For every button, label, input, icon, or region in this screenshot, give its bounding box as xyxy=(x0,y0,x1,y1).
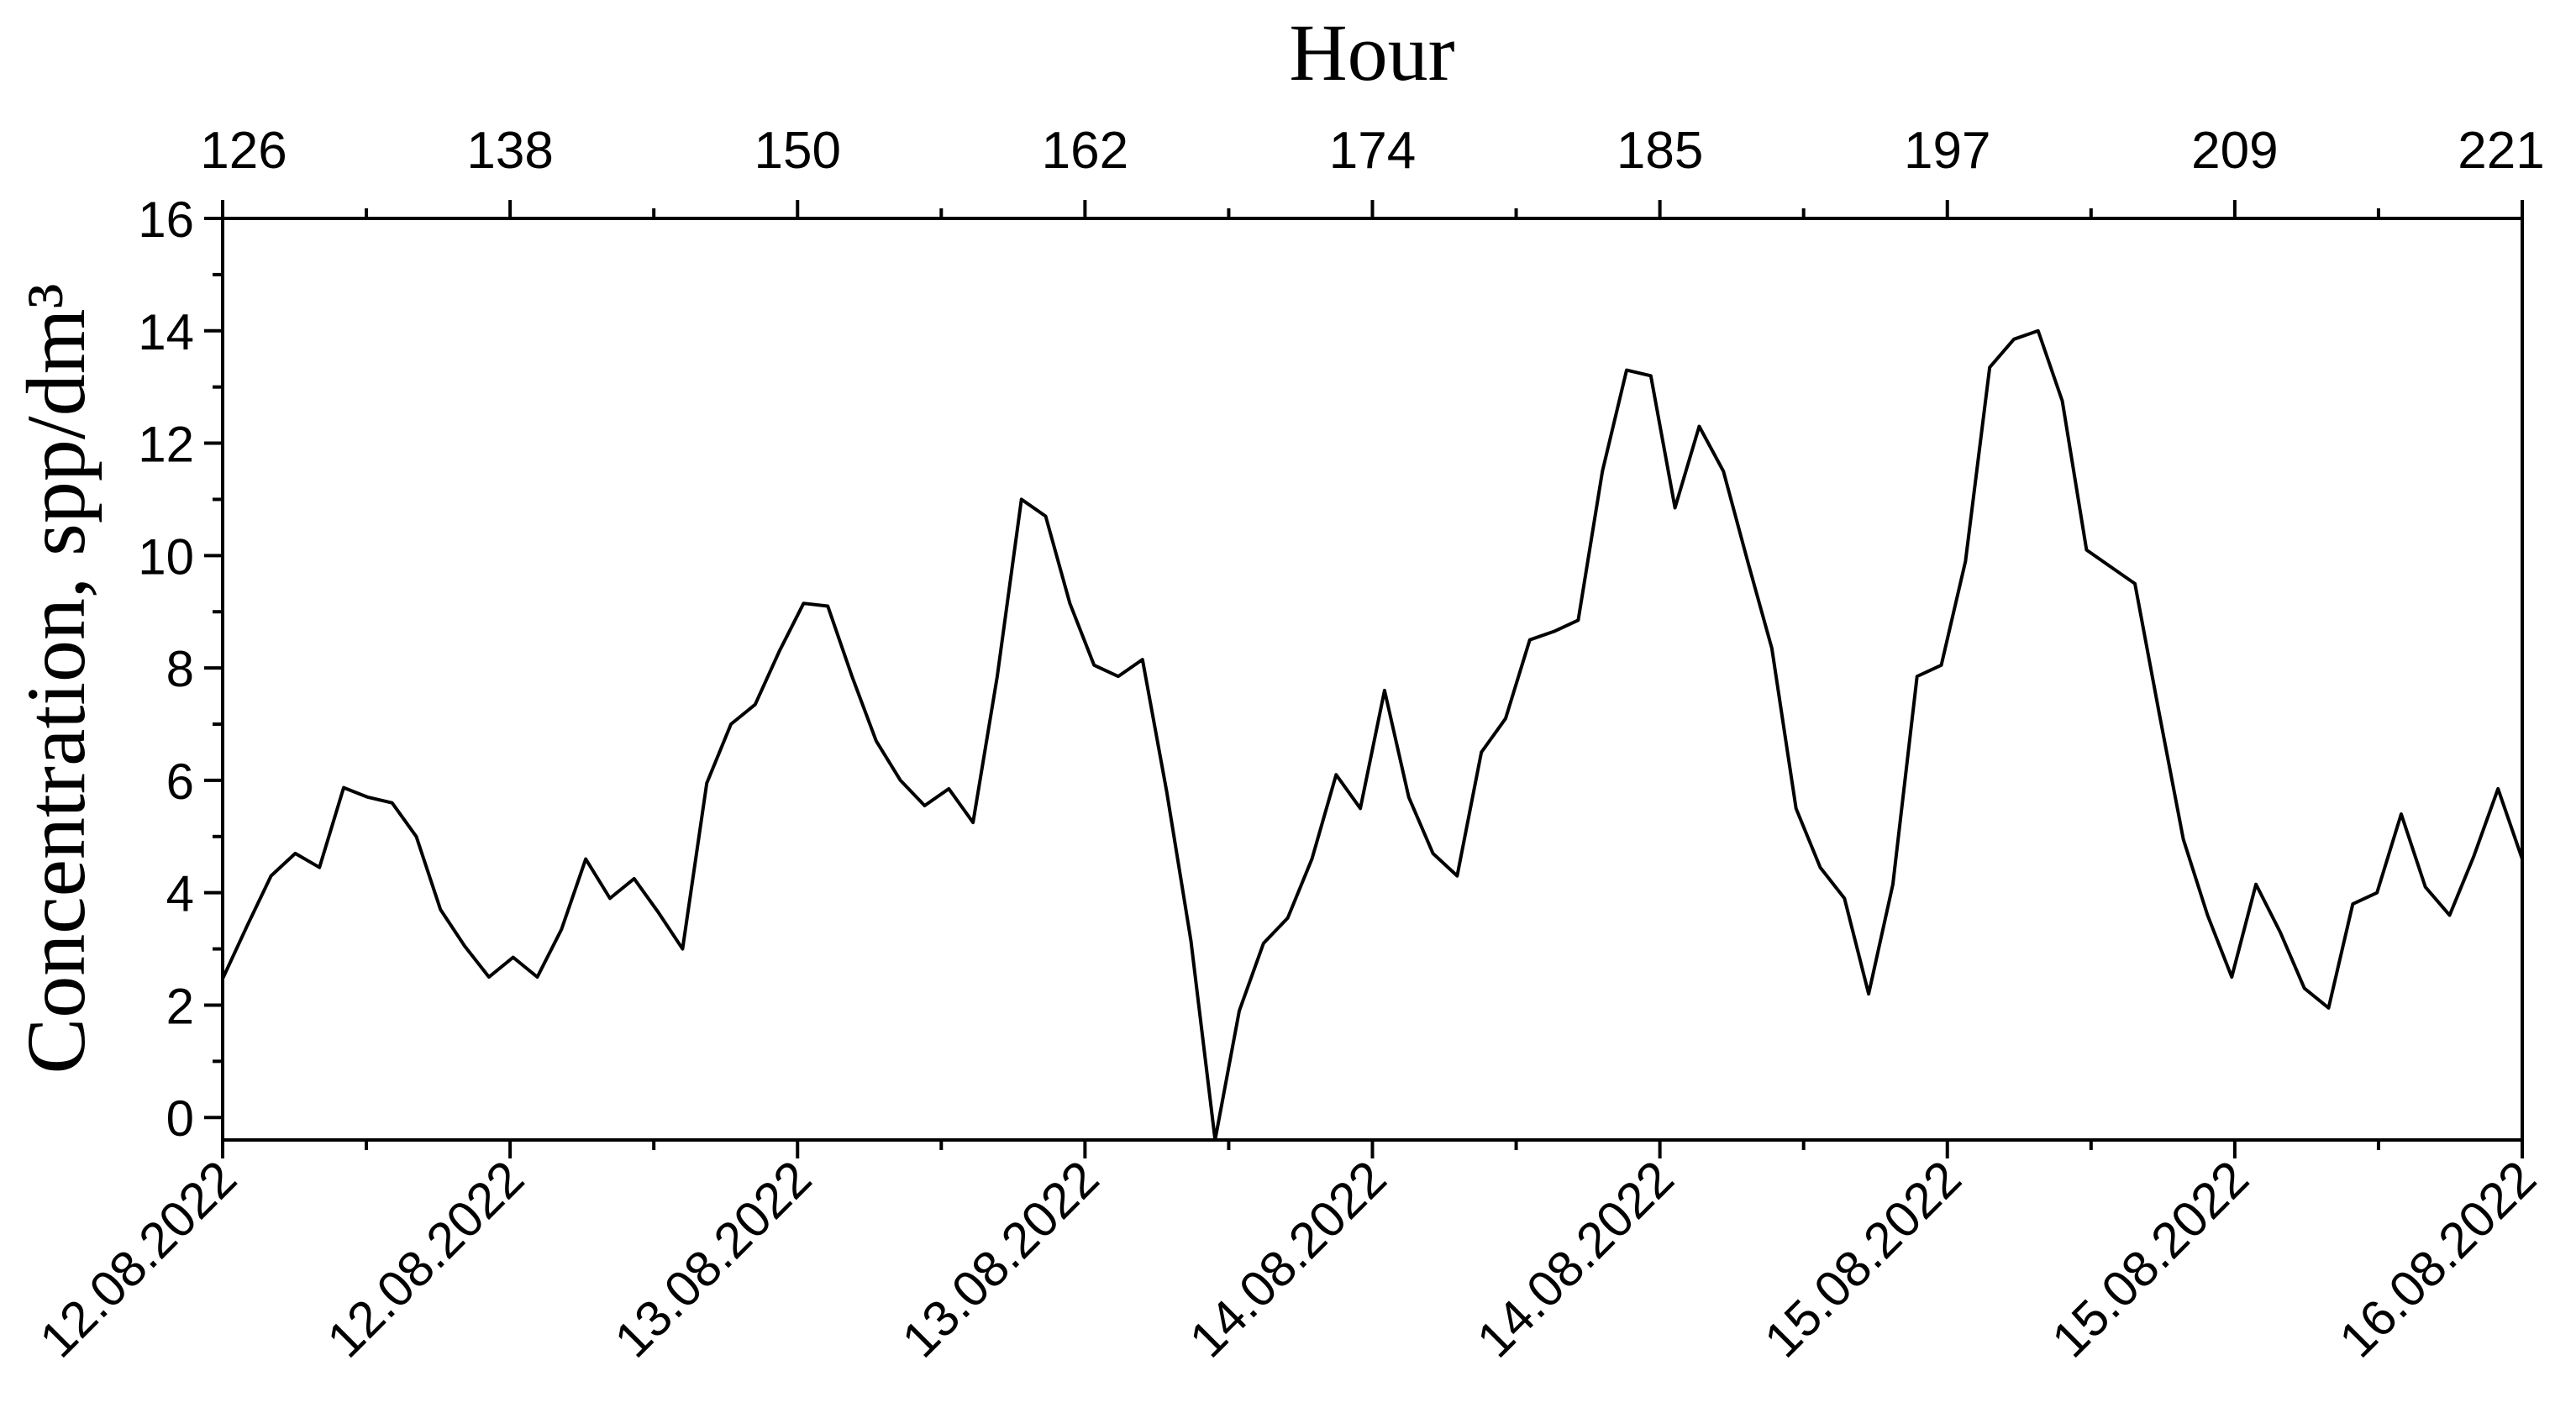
y-tick-label: 2 xyxy=(166,978,194,1034)
y-tick-label: 0 xyxy=(166,1090,194,1147)
data-line xyxy=(221,328,2524,1142)
y-tick-label: 4 xyxy=(166,866,194,922)
x-top-tick-label: 126 xyxy=(200,122,287,180)
x-bottom-tick-label: 12.08.2022 xyxy=(29,1150,247,1368)
x-bottom-tick-label: 13.08.2022 xyxy=(604,1150,823,1368)
x-bottom-tick-label: 15.08.2022 xyxy=(2041,1150,2259,1368)
x-top-tick-label: 150 xyxy=(754,122,841,180)
y-tick-label: 8 xyxy=(166,641,194,697)
y-tick-label: 12 xyxy=(138,417,194,473)
y-axis-label: Concentration, spp/dm³ xyxy=(9,284,103,1074)
x-top-tick-label: 209 xyxy=(2191,122,2278,180)
y-tick-label: 14 xyxy=(138,304,194,360)
chart-title: Hour xyxy=(1289,8,1454,97)
y-tick-label: 6 xyxy=(166,754,194,810)
x-bottom-tick-label: 12.08.2022 xyxy=(317,1150,535,1368)
x-top-tick-label: 138 xyxy=(466,122,553,180)
x-bottom-tick-label: 13.08.2022 xyxy=(891,1150,1110,1368)
x-bottom-tick-label: 15.08.2022 xyxy=(1753,1150,1972,1368)
x-bottom-tick-label: 14.08.2022 xyxy=(1179,1150,1397,1368)
x-top-tick-label: 162 xyxy=(1042,122,1128,180)
x-bottom-tick-label: 14.08.2022 xyxy=(1466,1150,1685,1368)
x-top-tick-label: 174 xyxy=(1329,122,1416,180)
y-tick-label: 10 xyxy=(138,528,194,585)
x-top-tick-label: 185 xyxy=(1617,122,1703,180)
x-top-tick-label: 221 xyxy=(2458,122,2544,180)
y-tick-label: 16 xyxy=(138,192,194,248)
x-bottom-tick-label: 16.08.2022 xyxy=(2328,1150,2547,1368)
x-top-tick-label: 197 xyxy=(1904,122,1990,180)
plot-frame xyxy=(221,217,2524,1142)
